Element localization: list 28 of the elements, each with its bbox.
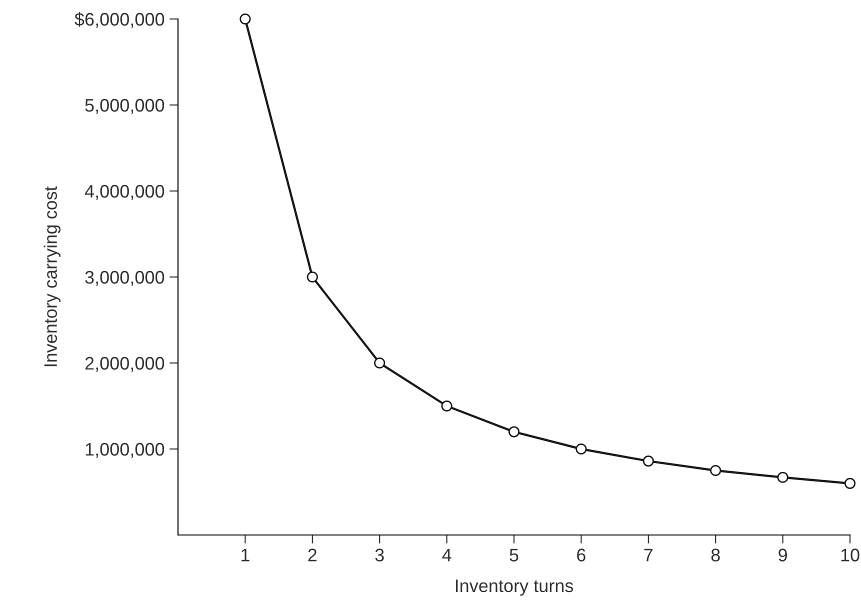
x-tick-label: 7 (644, 548, 653, 562)
point (240, 13, 251, 25)
x-tick-label: 3 (375, 548, 384, 562)
point (374, 357, 386, 369)
x-tick-label: 9 (778, 548, 787, 562)
point (642, 455, 654, 467)
y-tick-label: 1,000,000 (86, 442, 164, 458)
y-tick-label: 5,000,000 (85, 98, 164, 114)
x-tick-label: 5 (510, 548, 518, 562)
point (576, 443, 587, 455)
point (777, 472, 788, 483)
point (306, 271, 318, 283)
point (844, 478, 856, 489)
point (441, 400, 452, 412)
y-tick-label: 3,000,000 (85, 270, 164, 286)
x-tick-label: 8 (711, 548, 720, 562)
x-tick-label: 4 (442, 548, 452, 562)
y-axis-title: Inventory carrying cost (44, 186, 61, 366)
x-axis-title: Inventory turns (456, 580, 574, 596)
y-tick-label: 2,000,000 (85, 356, 164, 372)
x-tick-label: 6 (577, 548, 586, 562)
point (508, 426, 520, 438)
point (710, 464, 722, 476)
x-tick-label: 1 (242, 548, 250, 562)
x-tick-label: 10 (841, 548, 860, 562)
y-tick-label: $6,000,000 (74, 12, 164, 28)
y-tick-label: 4,000,000 (84, 184, 164, 200)
x-tick-label: 2 (308, 548, 317, 562)
